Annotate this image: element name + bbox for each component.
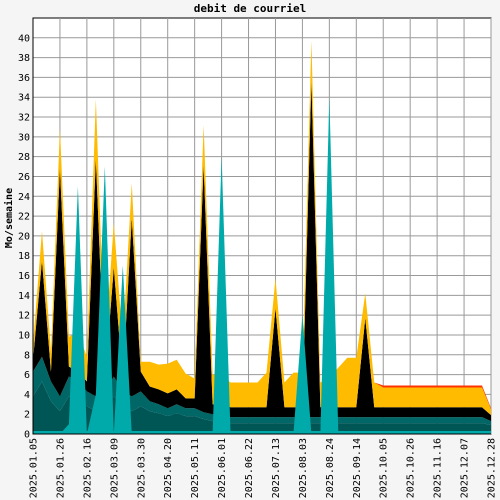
y-tick-label: 8 bbox=[24, 350, 30, 361]
x-tick-label: 2025.11.16 bbox=[433, 438, 444, 498]
x-tick-label: 2025.01.05 bbox=[29, 438, 40, 498]
x-tick-label: 2025.08.24 bbox=[325, 438, 336, 498]
y-tick-label: 32 bbox=[18, 113, 30, 124]
x-tick-label: 2025.10.05 bbox=[379, 438, 390, 498]
x-tick-label: 2025.12.07 bbox=[460, 438, 471, 498]
area-layer bbox=[33, 40, 491, 435]
x-tick-label: 2025.05.11 bbox=[190, 438, 201, 498]
y-tick-label: 38 bbox=[18, 53, 30, 64]
x-tick-label: 2025.03.09 bbox=[109, 438, 120, 498]
y-tick-label: 28 bbox=[18, 152, 30, 163]
x-tick-label: 2025.01.26 bbox=[55, 438, 66, 498]
y-tick-label: 22 bbox=[18, 212, 30, 223]
x-tick-label: 2025.08.03 bbox=[298, 438, 309, 498]
y-tick-label: 26 bbox=[18, 172, 30, 183]
y-tick-label: 4 bbox=[24, 390, 30, 401]
y-tick-label: 34 bbox=[18, 93, 30, 104]
area-overlay bbox=[33, 97, 491, 435]
y-tick-label: 10 bbox=[18, 330, 30, 341]
y-tick-label: 18 bbox=[18, 251, 30, 262]
x-tick-label: 2025.03.30 bbox=[136, 438, 147, 498]
x-tick-label: 2025.10.26 bbox=[406, 438, 417, 498]
y-tick-label: 24 bbox=[18, 192, 30, 203]
area-series-3 bbox=[33, 356, 491, 426]
x-tick-label: 2025.06.22 bbox=[244, 438, 255, 498]
x-tick-label: 2025.12.28 bbox=[487, 438, 498, 498]
y-tick-label: 40 bbox=[18, 33, 30, 44]
y-axis-label: Mo/semaine bbox=[3, 188, 15, 248]
y-tick-label: 0 bbox=[24, 430, 30, 441]
x-tick-label: 2025.06.01 bbox=[217, 438, 228, 498]
y-tick-label: 30 bbox=[18, 132, 30, 143]
axis-layer: 0246810121416182022242628303234363840202… bbox=[18, 18, 498, 498]
chart-title: debit de courriel bbox=[194, 2, 307, 15]
y-tick-label: 16 bbox=[18, 271, 30, 282]
y-tick-label: 6 bbox=[24, 370, 30, 381]
x-tick-label: 2025.02.16 bbox=[82, 438, 93, 498]
x-tick-label: 2025.04.20 bbox=[163, 438, 174, 498]
y-tick-label: 2 bbox=[24, 410, 30, 421]
x-tick-label: 2025.07.13 bbox=[271, 438, 282, 498]
y-tick-label: 12 bbox=[18, 311, 30, 322]
y-tick-label: 14 bbox=[18, 291, 30, 302]
y-tick-label: 20 bbox=[18, 231, 30, 242]
y-tick-label: 36 bbox=[18, 73, 30, 84]
area-series-1 bbox=[33, 431, 491, 434]
area-series-2 bbox=[33, 381, 491, 432]
x-tick-label: 2025.09.14 bbox=[352, 438, 363, 498]
